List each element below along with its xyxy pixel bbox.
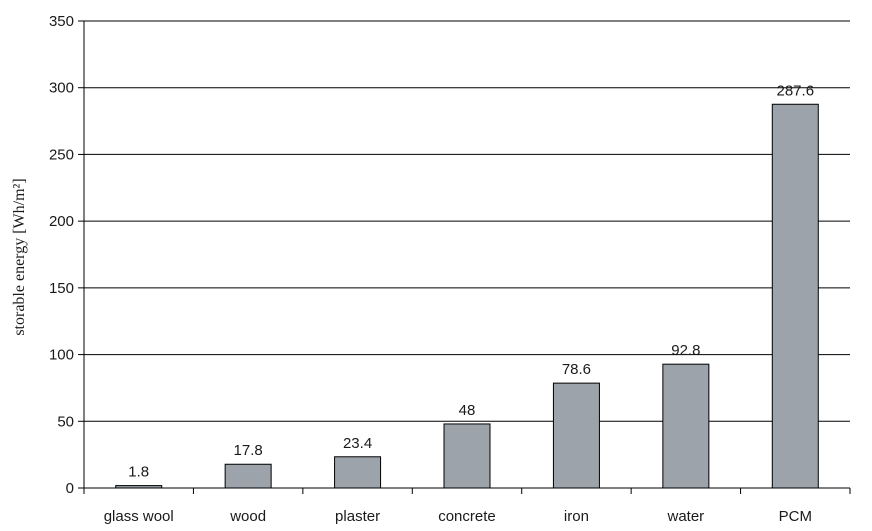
bars bbox=[115, 103, 819, 489]
y-tick-label: 0 bbox=[66, 480, 74, 497]
data-label: 48 bbox=[459, 402, 476, 419]
y-tick-label: 250 bbox=[49, 146, 74, 163]
y-tick-label: 100 bbox=[49, 347, 74, 364]
data-label: 287.6 bbox=[777, 82, 815, 99]
bar-iron bbox=[552, 382, 600, 489]
bar-concrete bbox=[443, 423, 491, 489]
x-category-label: concrete bbox=[438, 508, 496, 525]
y-tick-label: 200 bbox=[49, 213, 74, 230]
y-axis-label: storable energy [Wh/m²] bbox=[11, 178, 28, 335]
x-category-label: PCM bbox=[779, 508, 812, 525]
x-category-label: water bbox=[667, 508, 705, 525]
bar-water bbox=[662, 363, 710, 489]
x-category-label: plaster bbox=[335, 508, 380, 525]
x-category-label: wood bbox=[229, 508, 266, 525]
labels: 0 50 100 150 200 250 300 350 1.8 glass wool 17.8 wo… bbox=[49, 13, 814, 525]
data-label: 78.6 bbox=[562, 361, 591, 378]
bar-pcm bbox=[771, 103, 819, 489]
data-label: 1.8 bbox=[128, 464, 149, 481]
bar-plaster bbox=[334, 456, 382, 489]
data-label: 17.8 bbox=[234, 442, 263, 459]
bar-wood bbox=[224, 463, 272, 489]
y-tick-label: 350 bbox=[49, 13, 74, 30]
data-label: 23.4 bbox=[343, 435, 372, 452]
data-label: 92.8 bbox=[671, 342, 700, 359]
y-tick-label: 300 bbox=[49, 80, 74, 97]
y-tick-label: 50 bbox=[57, 413, 74, 430]
x-category-label: iron bbox=[564, 508, 589, 525]
grid-lines bbox=[84, 20, 850, 422]
x-category-label: glass wool bbox=[104, 508, 174, 525]
y-tick-label: 150 bbox=[49, 280, 74, 297]
axes bbox=[78, 20, 851, 494]
